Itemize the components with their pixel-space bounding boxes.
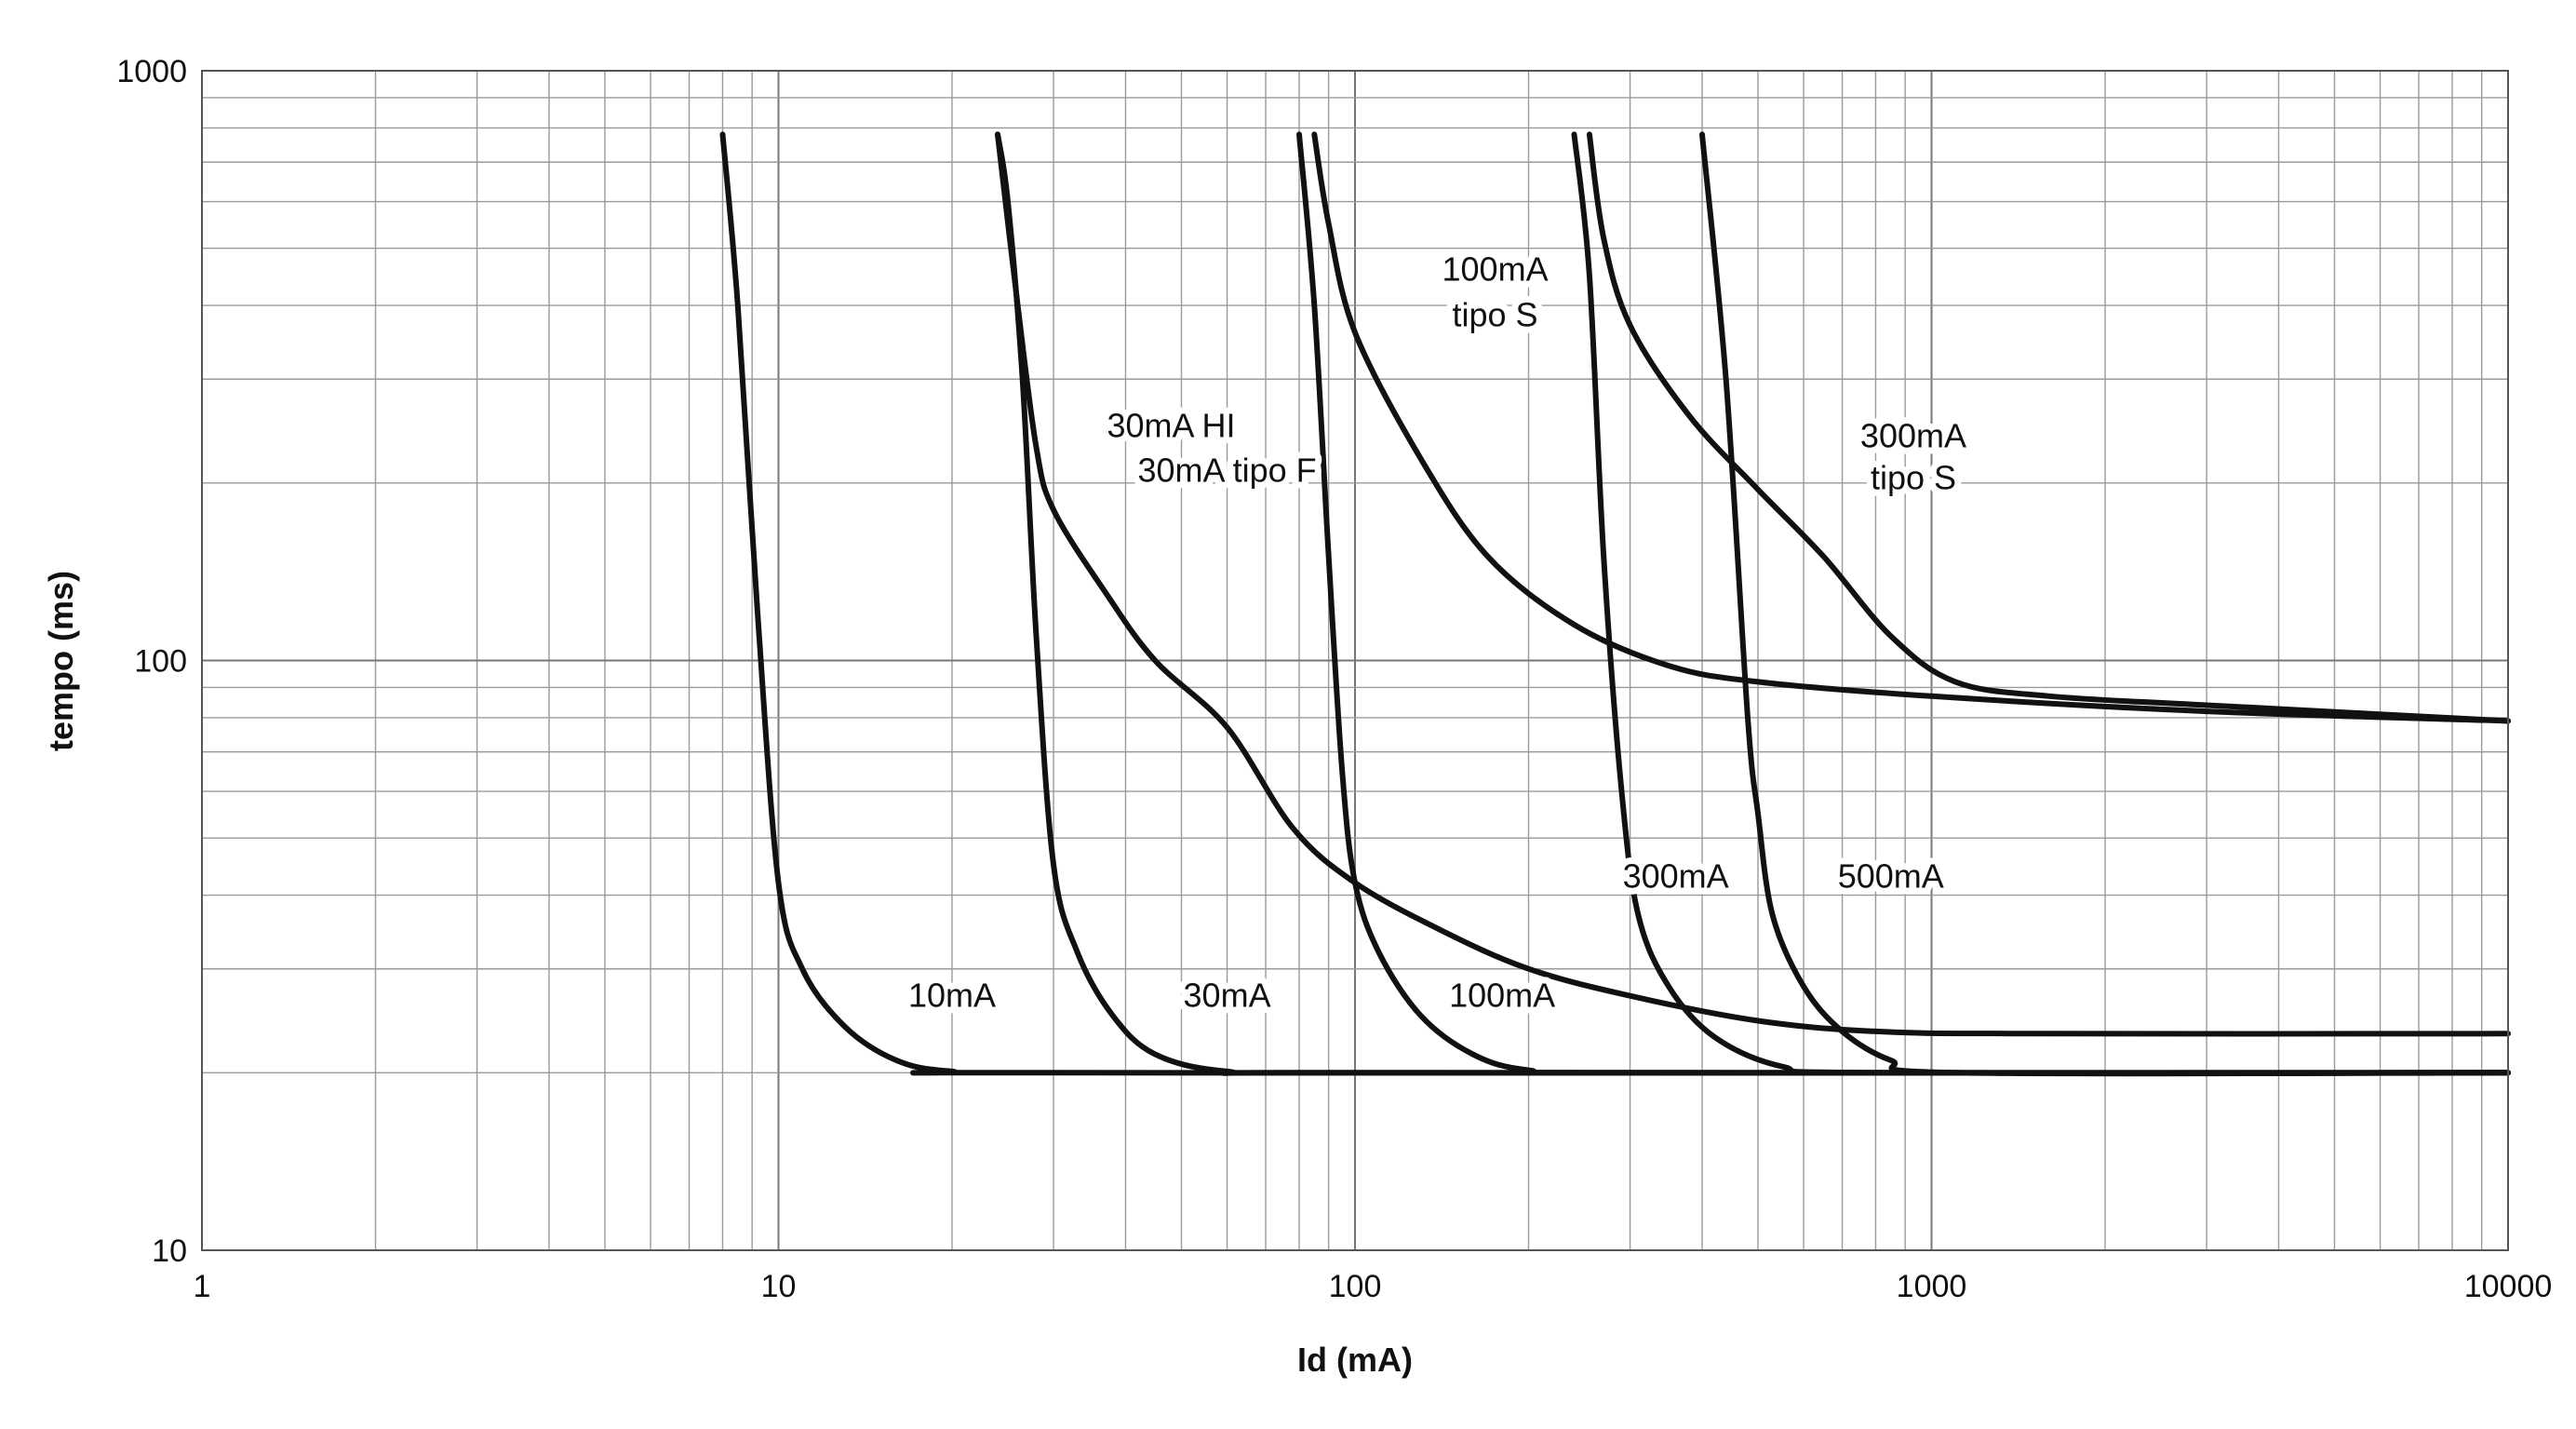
curve-label: 300mA <box>1623 857 1729 896</box>
curve-label: 100mA <box>1442 250 1549 289</box>
curve-line-5 <box>1311 131 2511 724</box>
x-tick-label: 1 <box>194 1269 211 1304</box>
curve-label: 30mA <box>1184 977 1271 1015</box>
curve-label: 100mA <box>1449 977 1555 1015</box>
curve-label: 10mA <box>908 977 996 1015</box>
y-axis-title: tempo (ms) <box>42 571 80 751</box>
curve-label: 300mA <box>1860 417 1966 455</box>
x-tick-label: 100 <box>1329 1269 1382 1304</box>
x-tick-label: 1000 <box>1897 1269 1967 1304</box>
curve-label: tipo S <box>1453 296 1538 334</box>
x-tick-label: 10 <box>761 1269 797 1304</box>
x-tick-label: 10000 <box>2464 1269 2553 1304</box>
curves <box>719 131 2511 1077</box>
y-tick-label: 10 <box>152 1234 187 1269</box>
curve-line-7 <box>1586 131 2511 724</box>
plot-frame <box>201 70 2509 1251</box>
y-tick-label: 100 <box>134 644 187 680</box>
curve-label: tipo S <box>1871 458 1956 496</box>
curve-line-8 <box>1699 131 2511 1077</box>
curve-label: 30mA HI <box>1107 406 1235 444</box>
x-axis-title: Id (mA) <box>1297 1341 1413 1379</box>
curve-label: 500mA <box>1838 857 1944 896</box>
curve-line-4 <box>1296 131 2511 1076</box>
curve-labels: 10mA 30mA 100mA 300mA 500mA 30mA HI 30mA tipo … <box>902 244 1973 1021</box>
y-tick-label: 1000 <box>116 54 187 89</box>
curve-label: 30mA tipo F <box>1138 451 1317 489</box>
